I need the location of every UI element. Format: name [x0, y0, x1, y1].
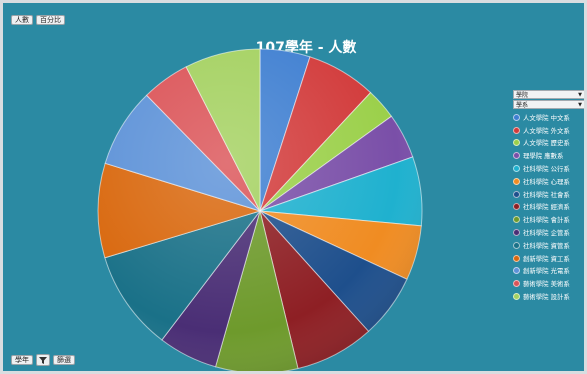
legend-label: 人文學院 外文系: [523, 126, 570, 135]
legend-swatch: [513, 293, 520, 301]
legend-swatch: [513, 139, 520, 147]
college-filter-label: 學院: [516, 92, 529, 99]
pie-slices: [97, 48, 423, 371]
legend-item[interactable]: 社科學院 公行系: [513, 162, 584, 175]
legend-item[interactable]: 社科學院 社會系: [513, 188, 584, 201]
legend-label: 藝術學院 設計系: [523, 293, 570, 302]
legend-item[interactable]: 人文學院 外文系: [513, 124, 584, 137]
legend-label: 創新學院 資工系: [523, 254, 570, 263]
college-filter-dropdown[interactable]: 學院 ▼: [513, 90, 584, 99]
legend-swatch: [513, 113, 520, 121]
legend-swatch: [513, 216, 520, 224]
legend-item[interactable]: 藝術學院 設計系: [513, 290, 584, 303]
percent-button[interactable]: 百分比: [36, 15, 65, 25]
filter-icon[interactable]: [36, 354, 50, 366]
legend-item[interactable]: 創新學院 光電系: [513, 265, 584, 278]
chevron-down-icon: ▼: [578, 101, 582, 108]
legend-swatch: [513, 190, 520, 198]
legend-swatch: [513, 280, 520, 288]
legend-swatch: [513, 165, 520, 173]
legend-item[interactable]: 創新學院 資工系: [513, 252, 584, 265]
legend-list: 人文學院 中文系 人文學院 外文系 人文學院 歷史系 理學院 應數系 社科學院 公行系社…: [513, 111, 584, 303]
legend-item[interactable]: 社科學院 企管系: [513, 226, 584, 239]
legend-item[interactable]: 藝術學院 美術系: [513, 277, 584, 290]
legend-item[interactable]: 理學院 應數系: [513, 149, 584, 162]
legend-item[interactable]: 社科學院 會計系: [513, 213, 584, 226]
legend-label: 社科學院 社會系: [523, 190, 570, 199]
legend-label: 社科學院 心理系: [523, 177, 570, 186]
legend: 學院 ▼ 學系 ▼ 人文學院 中文系 人文學院 外文系 人文學院 歷史系 理學院 應數…: [513, 90, 584, 303]
top-toolbar: 人數 百分比: [11, 15, 65, 25]
legend-item[interactable]: 社科學院 資管系: [513, 239, 584, 252]
legend-label: 創新學院 光電系: [523, 267, 570, 276]
legend-label: 藝術學院 美術系: [523, 280, 570, 289]
legend-label: 人文學院 中文系: [523, 113, 570, 122]
legend-label: 理學院 應數系: [523, 152, 564, 161]
legend-item[interactable]: 人文學院 中文系: [513, 111, 584, 124]
legend-item[interactable]: 社科學院 經濟系: [513, 201, 584, 214]
legend-item[interactable]: 人文學院 歷史系: [513, 137, 584, 150]
legend-swatch: [513, 254, 520, 262]
legend-swatch: [513, 203, 520, 211]
legend-swatch: [513, 152, 520, 160]
legend-label: 社科學院 資管系: [523, 241, 570, 250]
legend-swatch: [513, 126, 520, 134]
legend-label: 社科學院 經濟系: [523, 203, 570, 212]
legend-item[interactable]: 社科學院 心理系: [513, 175, 584, 188]
filter-button[interactable]: 篩選: [53, 355, 75, 365]
bottom-toolbar: 學年 篩選: [11, 354, 75, 366]
department-filter-dropdown[interactable]: 學系 ▼: [513, 100, 584, 109]
pie-chart: 107學年 - 人數: [97, 39, 423, 371]
count-button[interactable]: 人數: [11, 15, 33, 25]
chevron-down-icon: ▼: [578, 91, 582, 98]
year-button[interactable]: 學年: [11, 355, 33, 365]
legend-swatch: [513, 267, 520, 275]
legend-label: 人文學院 歷史系: [523, 139, 570, 148]
legend-swatch: [513, 229, 520, 237]
legend-label: 社科學院 會計系: [523, 216, 570, 225]
legend-label: 社科學院 公行系: [523, 165, 570, 174]
legend-label: 社科學院 企管系: [523, 229, 570, 238]
legend-swatch: [513, 177, 520, 185]
department-filter-label: 學系: [516, 102, 529, 109]
legend-swatch: [513, 241, 520, 249]
